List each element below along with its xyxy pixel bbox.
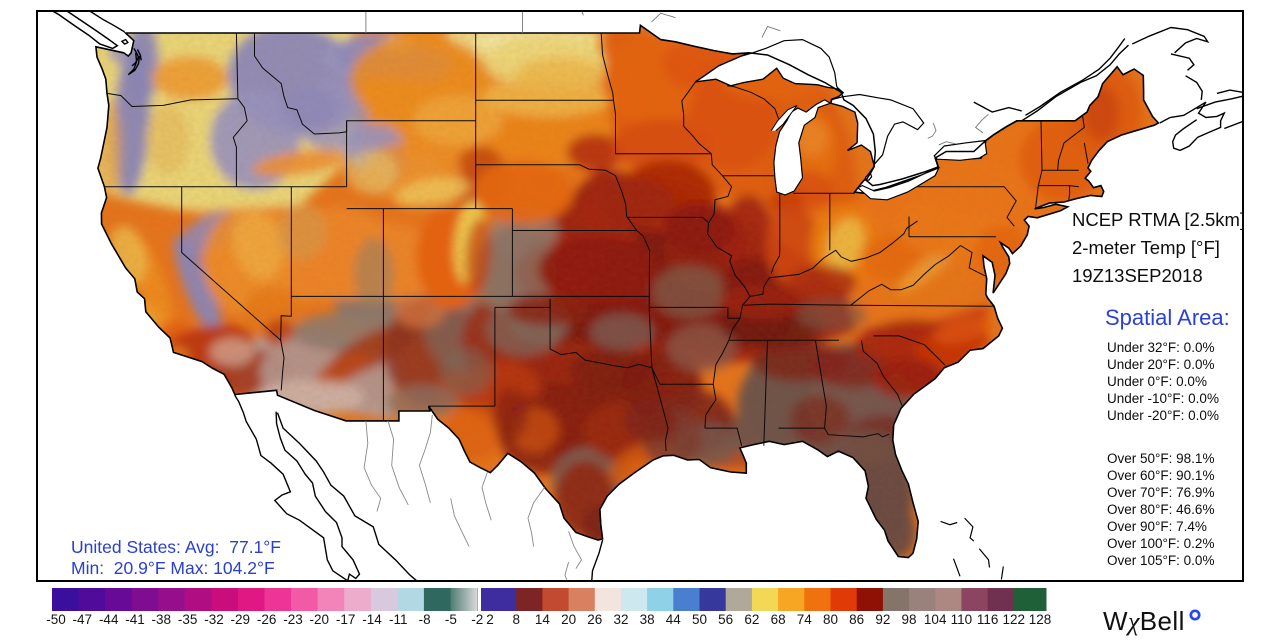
svg-text:Over 90°F: 7.4%: Over 90°F: 7.4% bbox=[1107, 519, 1207, 534]
svg-text:92: 92 bbox=[875, 612, 890, 627]
svg-text:56: 56 bbox=[718, 612, 733, 627]
svg-text:50: 50 bbox=[692, 612, 707, 627]
svg-text:74: 74 bbox=[797, 612, 813, 627]
svg-text:Under 0°F: 0.0%: Under 0°F: 0.0% bbox=[1107, 374, 1207, 389]
svg-text:Under -10°F: 0.0%: Under -10°F: 0.0% bbox=[1107, 391, 1219, 406]
svg-text:-14: -14 bbox=[362, 612, 382, 627]
svg-text:-8: -8 bbox=[419, 612, 431, 627]
svg-text:Over 105°F: 0.0%: Over 105°F: 0.0% bbox=[1107, 553, 1214, 568]
svg-text:116: 116 bbox=[977, 612, 999, 627]
svg-text:-50: -50 bbox=[46, 612, 66, 627]
svg-text:-26: -26 bbox=[257, 612, 277, 627]
svg-text:20: 20 bbox=[561, 612, 576, 627]
svg-text:Under 32°F: 0.0%: Under 32°F: 0.0% bbox=[1107, 340, 1214, 355]
svg-text:128: 128 bbox=[1029, 612, 1052, 627]
svg-text:19Z13SEP2018: 19Z13SEP2018 bbox=[1072, 265, 1203, 286]
svg-text:United States: Avg: 77.1°F: United States: Avg: 77.1°F bbox=[71, 537, 281, 557]
svg-text:2: 2 bbox=[486, 612, 494, 627]
svg-text:-2: -2 bbox=[471, 612, 483, 627]
svg-text:38: 38 bbox=[640, 612, 655, 627]
svg-text:Over 60°F: 90.1%: Over 60°F: 90.1% bbox=[1107, 468, 1214, 483]
svg-text:32: 32 bbox=[613, 612, 628, 627]
svg-text:2-meter Temp [°F]: 2-meter Temp [°F] bbox=[1072, 237, 1220, 258]
svg-text:-23: -23 bbox=[283, 612, 303, 627]
svg-text:-47: -47 bbox=[73, 612, 93, 627]
svg-text:-5: -5 bbox=[445, 612, 457, 627]
svg-text:-11: -11 bbox=[389, 612, 408, 627]
svg-text:62: 62 bbox=[744, 612, 759, 627]
svg-text:Over 50°F: 98.1%: Over 50°F: 98.1% bbox=[1107, 451, 1214, 466]
svg-text:68: 68 bbox=[771, 612, 786, 627]
svg-text:-35: -35 bbox=[178, 612, 198, 627]
svg-text:104: 104 bbox=[924, 612, 947, 627]
svg-text:-20: -20 bbox=[310, 612, 330, 627]
svg-text:122: 122 bbox=[1003, 612, 1026, 627]
svg-text:-29: -29 bbox=[231, 612, 251, 627]
svg-text:110: 110 bbox=[951, 612, 973, 627]
svg-text:80: 80 bbox=[823, 612, 838, 627]
svg-text:Spatial Area:: Spatial Area: bbox=[1105, 305, 1230, 330]
svg-text:26: 26 bbox=[587, 612, 602, 627]
svg-text:Min: 20.9°F Max: 104.2°F: Min: 20.9°F Max: 104.2°F bbox=[71, 558, 275, 578]
svg-text:98: 98 bbox=[901, 612, 916, 627]
svg-text:-32: -32 bbox=[204, 612, 224, 627]
svg-text:Over 100°F: 0.2%: Over 100°F: 0.2% bbox=[1107, 536, 1214, 551]
svg-text:Under 20°F: 0.0%: Under 20°F: 0.0% bbox=[1107, 357, 1214, 372]
svg-text:8: 8 bbox=[512, 612, 520, 627]
svg-text:Under -20°F: 0.0%: Under -20°F: 0.0% bbox=[1107, 408, 1219, 423]
svg-text:Over 70°F: 76.9%: Over 70°F: 76.9% bbox=[1107, 485, 1214, 500]
svg-text:-41: -41 bbox=[125, 612, 145, 627]
svg-text:86: 86 bbox=[849, 612, 864, 627]
svg-text:Over 80°F: 46.6%: Over 80°F: 46.6% bbox=[1107, 502, 1214, 517]
svg-text:-44: -44 bbox=[99, 612, 119, 627]
svg-text:-17: -17 bbox=[336, 612, 356, 627]
svg-text:-38: -38 bbox=[152, 612, 172, 627]
svg-text:14: 14 bbox=[535, 612, 551, 627]
svg-text:44: 44 bbox=[666, 612, 682, 627]
svg-text:NCEP RTMA [2.5km]: NCEP RTMA [2.5km] bbox=[1072, 209, 1245, 230]
svg-text:WχBell: WχBell bbox=[1103, 606, 1185, 636]
